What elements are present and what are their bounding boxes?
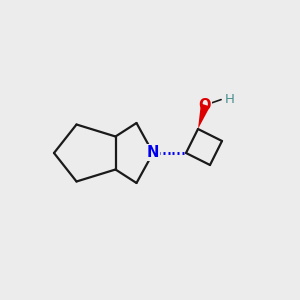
Text: H: H: [225, 93, 235, 106]
Text: O: O: [199, 98, 211, 112]
Polygon shape: [198, 103, 210, 129]
Text: N: N: [147, 145, 160, 160]
